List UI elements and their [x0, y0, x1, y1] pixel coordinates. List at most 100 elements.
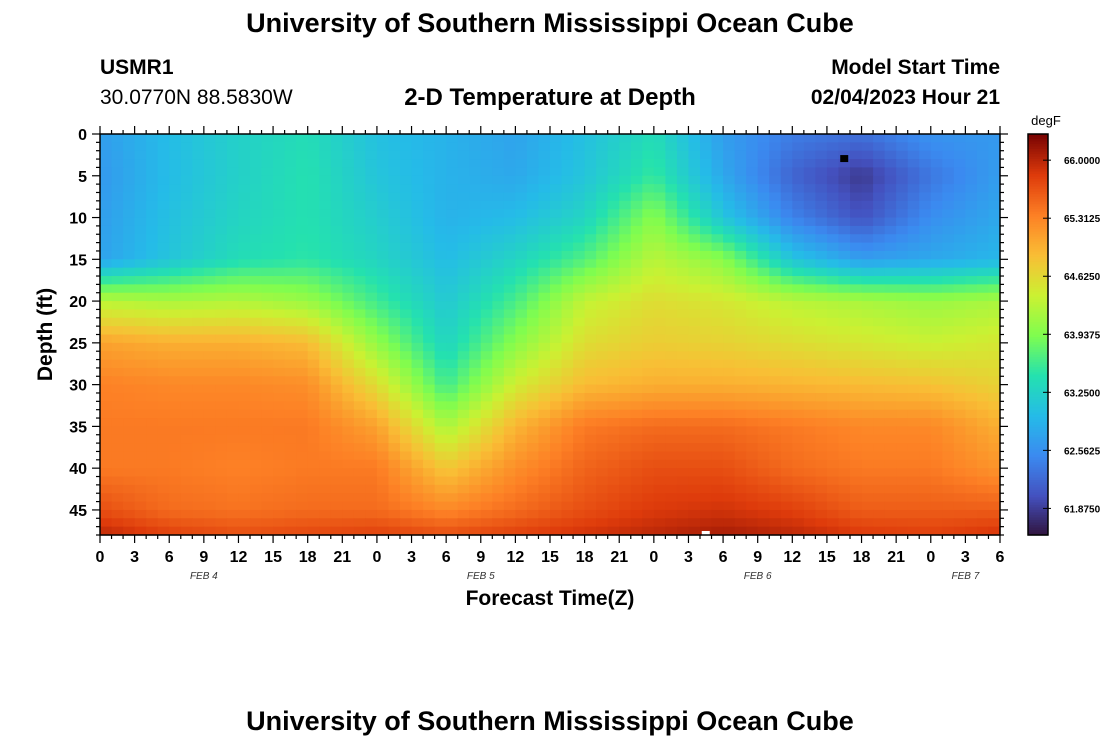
heatmap-cell — [907, 217, 920, 227]
heatmap-cell — [226, 443, 240, 453]
heatmap-cell — [457, 267, 470, 277]
heatmap-cell — [607, 175, 620, 185]
colorbar-segment — [1028, 169, 1048, 173]
heatmap-cell — [838, 334, 851, 344]
heatmap-cell — [526, 476, 540, 486]
heatmap-cell — [226, 359, 240, 369]
heatmap-cell — [665, 234, 678, 244]
heatmap-cell — [919, 309, 932, 319]
heatmap-cell — [884, 167, 897, 177]
colorbar-segment — [1028, 469, 1048, 473]
heatmap-cell — [953, 501, 966, 511]
heatmap-cell — [180, 209, 193, 219]
heatmap-cell — [503, 484, 516, 494]
heatmap-cell — [769, 159, 782, 169]
heatmap-cell — [515, 175, 528, 185]
heatmap-cell — [792, 192, 805, 202]
heatmap-cell — [953, 376, 966, 386]
heatmap-cell — [919, 392, 932, 402]
heatmap-cell — [607, 493, 620, 503]
heatmap-cell — [226, 217, 240, 227]
heatmap-cell — [307, 426, 320, 436]
heatmap-cell — [400, 234, 413, 244]
heatmap-cell — [792, 250, 805, 260]
heatmap-cell — [342, 301, 355, 311]
heatmap-cell — [757, 175, 770, 185]
heatmap-cell — [111, 259, 124, 269]
heatmap-cell — [700, 392, 713, 402]
heatmap-cell — [434, 167, 447, 177]
heatmap-cell — [642, 376, 655, 386]
colorbar-segment — [1028, 409, 1048, 413]
heatmap-cell — [400, 225, 413, 235]
heatmap-cell — [100, 309, 113, 319]
heatmap-cell — [100, 384, 113, 394]
heatmap-cell — [919, 459, 932, 469]
heatmap-cell — [907, 459, 920, 469]
heatmap-cell — [480, 292, 493, 302]
heatmap-cell — [469, 401, 482, 411]
heatmap-cell — [411, 426, 424, 436]
heatmap-cell — [157, 242, 170, 252]
heatmap-cell — [688, 401, 701, 411]
heatmap-cell — [261, 192, 274, 202]
heatmap-cell — [711, 376, 724, 386]
heatmap-cell — [157, 476, 170, 486]
heatmap-cell — [169, 309, 182, 319]
heatmap-cell — [838, 434, 851, 444]
heatmap-cell — [965, 242, 978, 252]
heatmap-cell — [503, 259, 516, 269]
heatmap-cell — [492, 409, 505, 419]
heatmap-cell — [123, 451, 136, 461]
heatmap-cell — [365, 259, 378, 269]
heatmap-cell — [723, 334, 736, 344]
heatmap-cell — [573, 476, 586, 486]
heatmap-cell — [123, 443, 136, 453]
heatmap-cell — [157, 192, 170, 202]
heatmap-cell — [284, 284, 297, 294]
heatmap-cell — [607, 301, 620, 311]
heatmap-cell — [607, 459, 620, 469]
heatmap-cell — [342, 376, 355, 386]
heatmap-cell — [400, 392, 413, 402]
heatmap-cell — [296, 342, 309, 352]
heatmap-cell — [480, 426, 493, 436]
heatmap-cell — [850, 451, 863, 461]
heatmap-cell — [111, 367, 124, 377]
heatmap-cell — [803, 409, 816, 419]
heatmap-cell — [526, 451, 540, 461]
heatmap-cell — [492, 367, 505, 377]
heatmap-cell — [376, 443, 390, 453]
heatmap-cell — [607, 468, 620, 478]
heatmap-cell — [261, 376, 274, 386]
heatmap-cell — [861, 376, 874, 386]
heatmap-cell — [930, 359, 943, 369]
heatmap-cell — [550, 443, 563, 453]
heatmap-cell — [792, 326, 805, 336]
heatmap-cell — [873, 376, 886, 386]
colorbar-segment — [1028, 266, 1048, 270]
heatmap-cell — [676, 234, 690, 244]
heatmap-cell — [700, 367, 713, 377]
heatmap-cell — [780, 493, 793, 503]
heatmap-cell — [746, 493, 759, 503]
heatmap-cell — [896, 409, 909, 419]
heatmap-cell — [469, 376, 482, 386]
heatmap-cell — [769, 509, 782, 519]
heatmap-cell — [850, 250, 863, 260]
heatmap-cell — [100, 518, 113, 528]
heatmap-cell — [215, 200, 228, 210]
heatmap-cell — [180, 184, 193, 194]
heatmap-cell — [653, 468, 666, 478]
heatmap-cell — [330, 192, 343, 202]
heatmap-cell — [353, 359, 366, 369]
heatmap-cell — [769, 401, 782, 411]
heatmap-cell — [480, 326, 493, 336]
colorbar-tick-label: 63.9375 — [1064, 330, 1100, 341]
heatmap-cell — [330, 526, 343, 536]
heatmap-cell — [457, 150, 470, 160]
heatmap-cell — [250, 242, 263, 252]
heatmap-cell — [226, 409, 240, 419]
heatmap-cell — [203, 401, 216, 411]
heatmap-cell — [376, 351, 390, 361]
